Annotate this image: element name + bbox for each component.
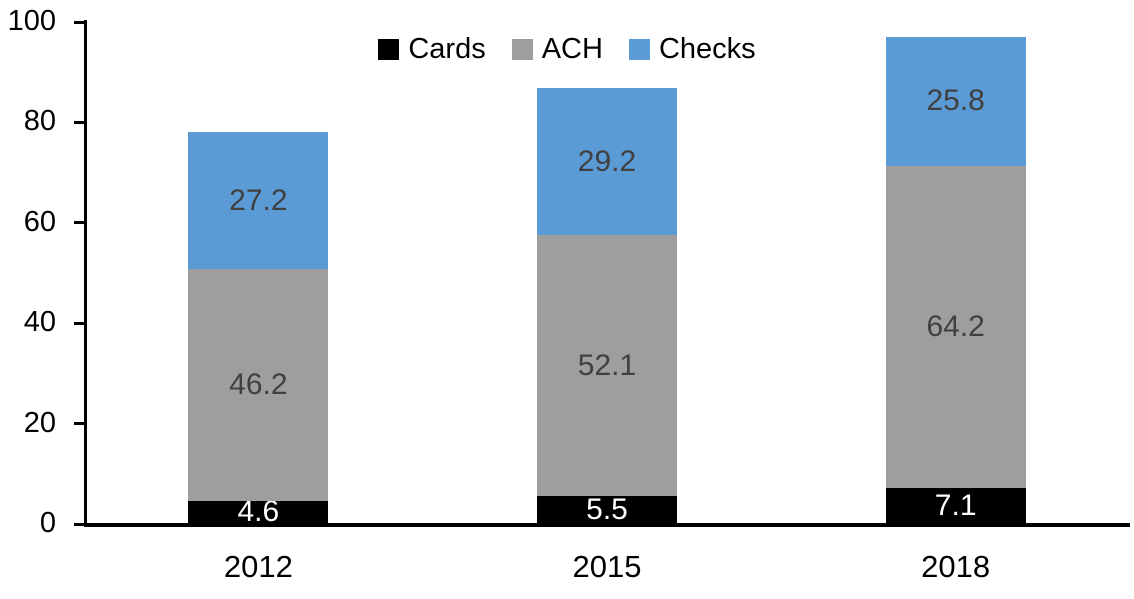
bar-segment-ach-2015 [537, 234, 677, 497]
legend-swatch-checks-icon [628, 39, 650, 60]
y-axis-tick-label: 20 [23, 406, 56, 439]
y-axis-tick-label: 100 [7, 4, 56, 37]
legend-label-cards: Cards [408, 33, 486, 65]
legend-swatch-ach-icon [511, 39, 533, 60]
x-axis-label-2018: 2018 [921, 549, 991, 584]
legend-item-cards: Cards [378, 33, 486, 66]
bar-value-label: 52.1 [577, 348, 637, 382]
bar-segment-cards-2018 [885, 488, 1026, 524]
bar-value-label: 4.6 [237, 495, 280, 529]
bar-segment-checks-2015 [537, 88, 677, 235]
bar-value-label: 27.2 [229, 183, 288, 217]
y-axis-tick-label: 60 [23, 205, 56, 238]
legend-swatch-cards-icon [378, 39, 400, 60]
legend: Cards ACH Checks [0, 33, 1134, 66]
bar-value-label: 64.2 [926, 310, 985, 344]
bar-value-label: 5.5 [586, 493, 628, 527]
legend-label-ach: ACH [541, 33, 603, 65]
y-axis-line [84, 20, 87, 527]
bar-value-label: 46.2 [229, 367, 288, 401]
bar-segment-cards-2015 [537, 496, 677, 524]
legend-item-ach: ACH [511, 33, 603, 66]
y-axis-tick-label: 40 [23, 306, 56, 339]
x-axis-label-2015: 2015 [572, 549, 642, 584]
bar-segment-checks-2018 [885, 36, 1026, 167]
y-axis-tick [74, 522, 84, 526]
y-axis-tick [74, 221, 84, 225]
bar-segment-cards-2012 [188, 500, 329, 524]
x-axis-line [84, 523, 1130, 527]
y-axis-tick [74, 321, 84, 325]
y-axis-tick [74, 20, 84, 24]
legend-label-checks: Checks [658, 33, 756, 65]
y-axis-tick [74, 422, 84, 426]
y-axis-tick-label: 80 [23, 105, 56, 138]
y-axis-tick [74, 120, 84, 124]
bar-value-label: 7.1 [934, 489, 977, 523]
bar-value-label: 25.8 [926, 84, 985, 118]
bar-segment-checks-2012 [188, 132, 329, 269]
y-axis-tick-label: 0 [39, 506, 56, 539]
bar-segment-ach-2012 [188, 268, 329, 501]
x-axis-label-2012: 2012 [223, 549, 293, 584]
bar-value-label: 29.2 [577, 144, 637, 178]
bar-segment-ach-2018 [885, 166, 1026, 489]
legend-item-checks: Checks [628, 33, 756, 66]
